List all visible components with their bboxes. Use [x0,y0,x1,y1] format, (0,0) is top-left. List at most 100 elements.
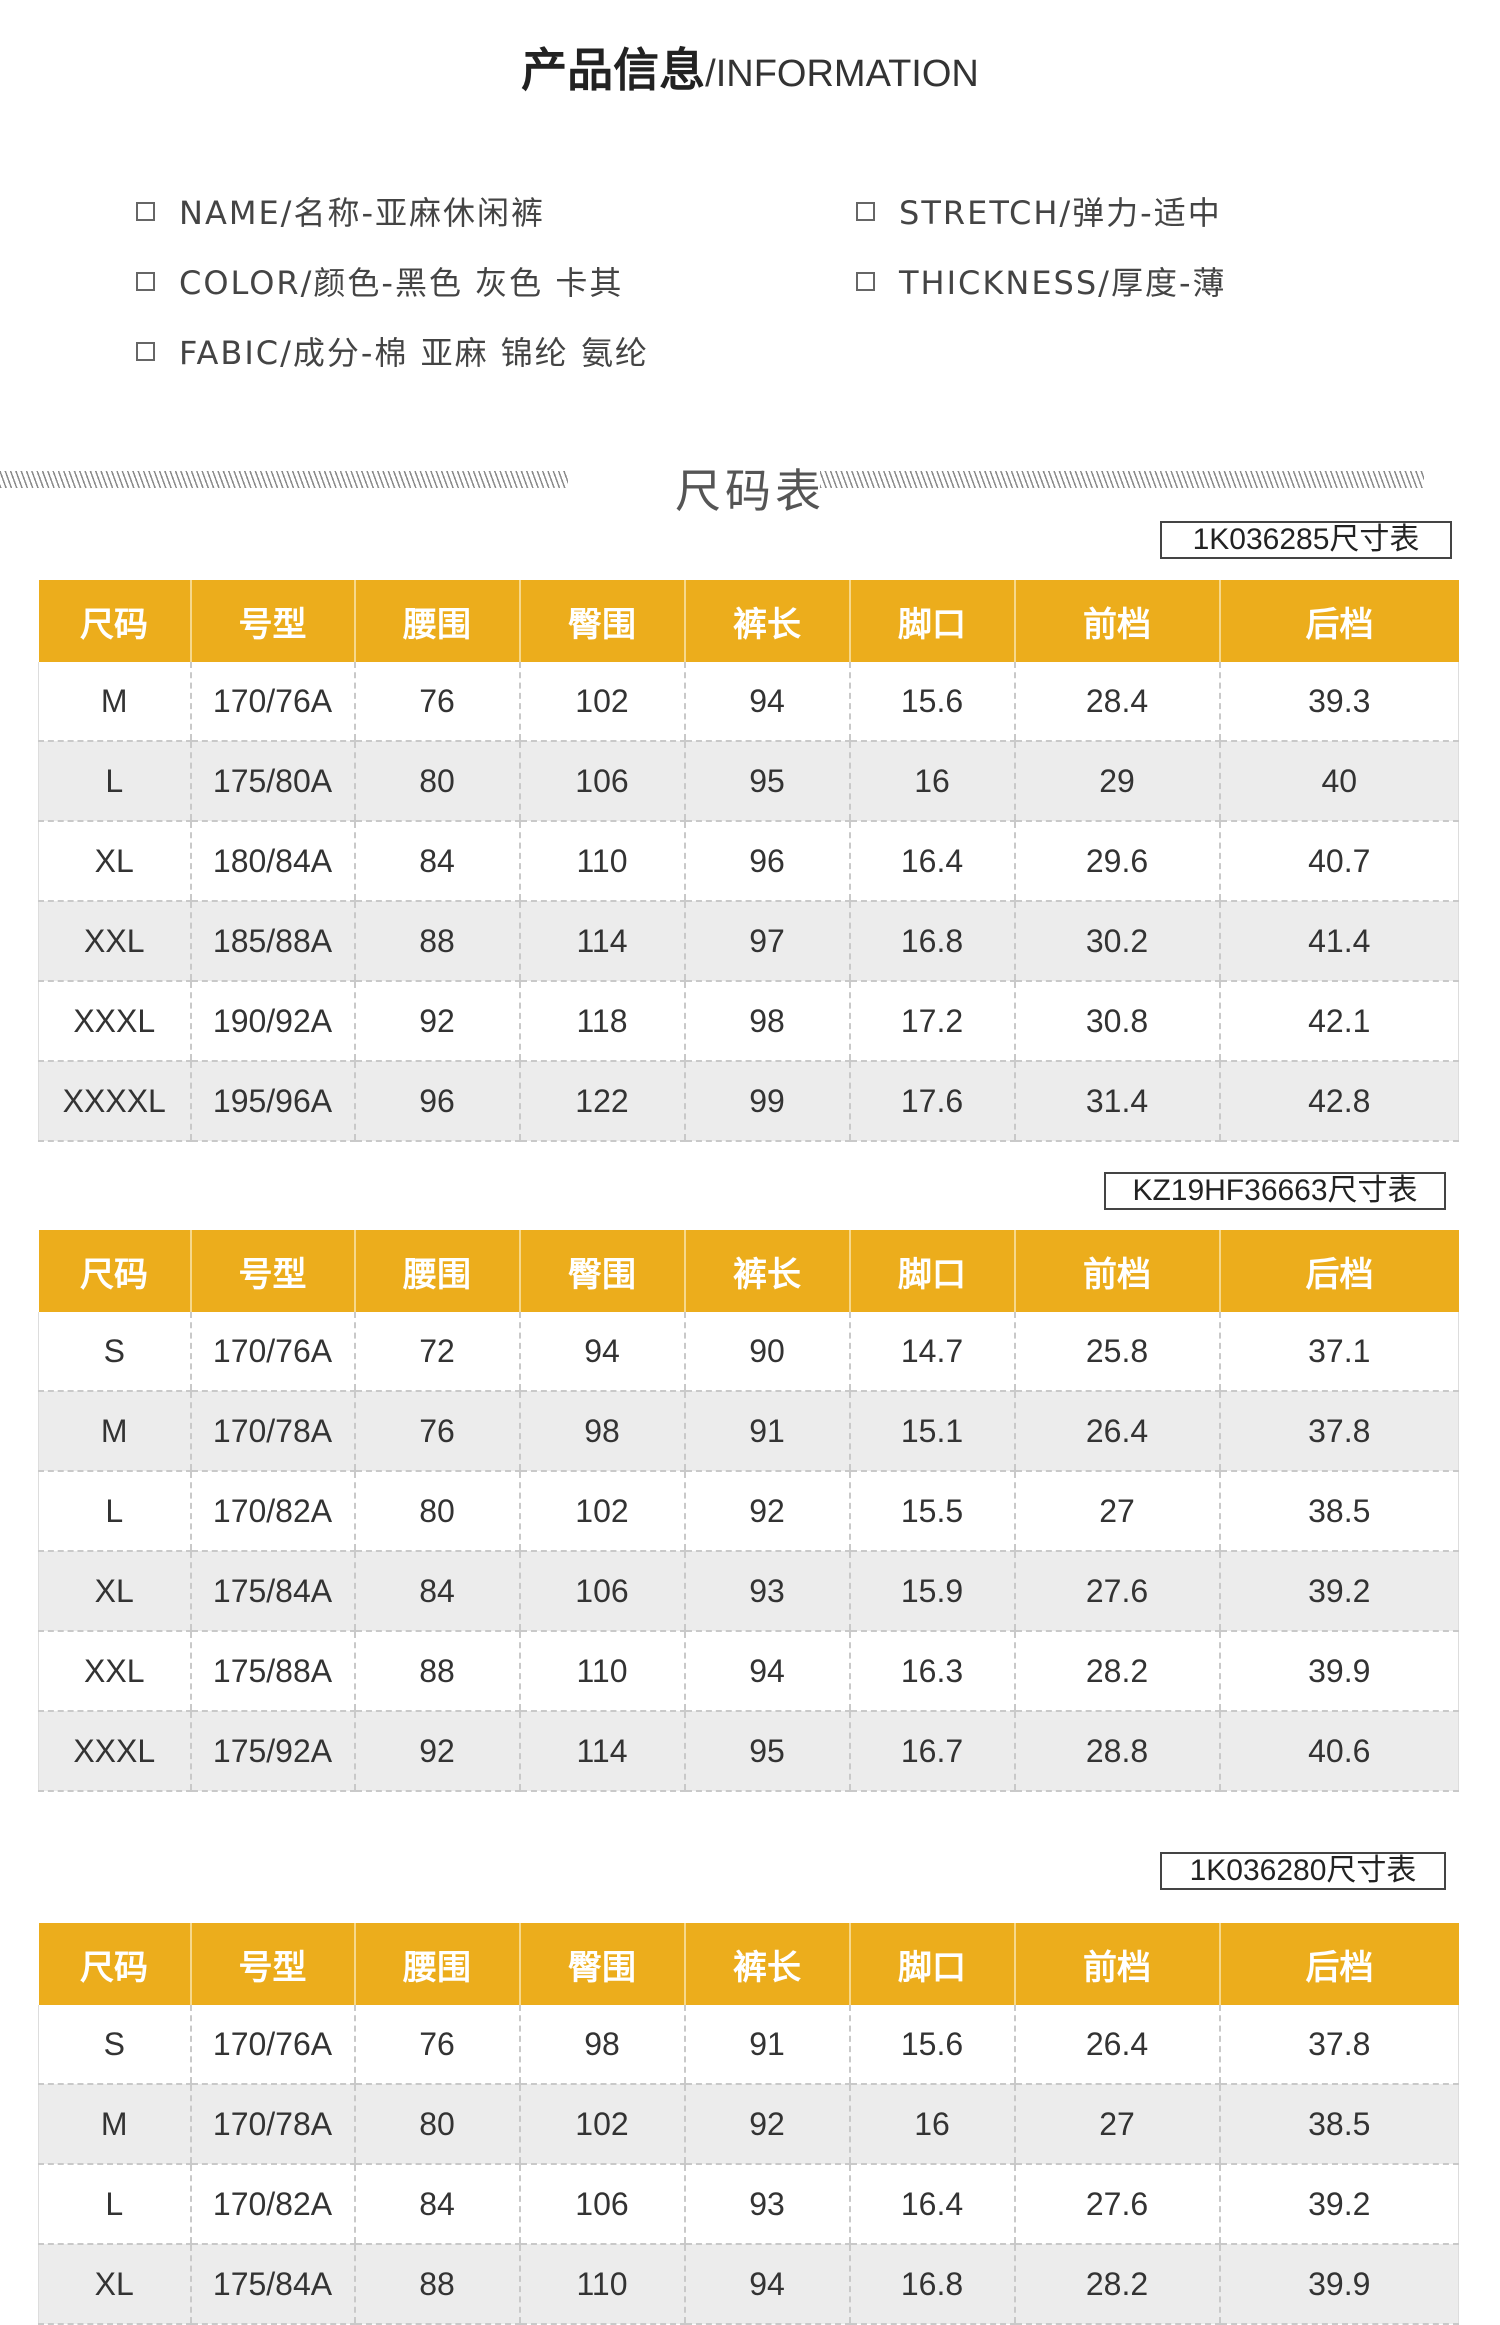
column-header: 前档 [1013,1230,1220,1312]
table-cell: 37.1 [1218,1312,1459,1392]
column-header: 号型 [189,580,355,662]
table-cell: 30.2 [1013,901,1220,982]
table-row: L 170/82A 80 102 92 15.5 27 38.5 [38,1471,1459,1552]
table-cell: 42.1 [1218,981,1459,1062]
table-cell: 114 [518,901,685,982]
table-cell: 88 [353,901,520,982]
table-cell: 76 [353,662,520,742]
table-cell: 16.7 [848,1711,1015,1792]
table-cell: 92 [683,1471,850,1552]
table-cell: 88 [353,1631,520,1712]
table-cell: 39.2 [1218,2164,1459,2245]
table-cell: 122 [518,1061,685,1142]
table-cell: 39.3 [1218,662,1459,742]
column-header: 后档 [1218,1923,1459,2005]
column-header: 臀围 [518,580,685,662]
table-row: XXL 185/88A 88 114 97 16.8 30.2 41.4 [38,901,1459,982]
checkbox-bullet-icon [856,271,875,291]
table-tag-3: 1K036280尺寸表 [1160,1852,1446,1890]
table-cell: 106 [518,2164,685,2245]
table-cell: 38.5 [1218,1471,1459,1552]
column-header: 裤长 [683,1230,850,1312]
column-header: 腰围 [353,580,520,662]
table-cell: 28.2 [1013,2244,1220,2325]
table-cell: XXXXL [38,1061,191,1142]
table-cell: 102 [518,1471,685,1552]
table-cell: 98 [518,2005,685,2085]
checkbox-bullet-icon [136,271,155,291]
table-cell: 170/78A [189,2084,355,2165]
table-row: M 170/76A 76 102 94 15.6 28.4 39.3 [38,662,1459,742]
table-cell: 84 [353,1551,520,1632]
table-cell: 40.6 [1218,1711,1459,1792]
column-header: 裤长 [683,580,850,662]
table-cell: 195/96A [189,1061,355,1142]
table-row: XXXL 190/92A 92 118 98 17.2 30.8 42.1 [38,981,1459,1062]
table-cell: M [38,2084,191,2165]
table-cell: 96 [683,821,850,902]
table-cell: 88 [353,2244,520,2325]
column-header: 脚口 [848,1230,1015,1312]
table-cell: 16.3 [848,1631,1015,1712]
table-cell: 15.6 [848,662,1015,742]
table-cell: 175/88A [189,1631,355,1712]
size-table-1: 尺码 号型 腰围 臀围 裤长 脚口 前档 后档 M 170/76A 76 102 94 15.6 28.4 3… [38,580,1459,1142]
table-cell: 91 [683,2005,850,2085]
table-cell: XL [38,1551,191,1632]
table-cell: 114 [518,1711,685,1792]
table-cell: 99 [683,1061,850,1142]
size-table-2: 尺码 号型 腰围 臀围 裤长 脚口 前档 后档 S 170/76A 72 94 90 14.7 25.8 37… [38,1230,1459,1792]
table-cell: 16.4 [848,821,1015,902]
table-cell: 16.8 [848,901,1015,982]
checkbox-bullet-icon [856,201,875,221]
table-cell: 95 [683,741,850,822]
table-cell: 106 [518,741,685,822]
table-cell: 92 [353,981,520,1062]
table-cell: 16 [848,741,1015,822]
info-color-text: COLOR/颜色-黑色 灰色 卡其 [179,264,624,302]
table-cell: 17.2 [848,981,1015,1062]
column-header: 脚口 [848,580,1015,662]
table-row: L 170/82A 84 106 93 16.4 27.6 39.2 [38,2164,1459,2245]
table-cell: 94 [683,2244,850,2325]
table-cell: 170/82A [189,2164,355,2245]
table-cell: 185/88A [189,901,355,982]
table-cell: L [38,741,191,822]
size-chart-title: 尺码表 [675,464,825,518]
table-row: XL 180/84A 84 110 96 16.4 29.6 40.7 [38,821,1459,902]
table-cell: 94 [683,1631,850,1712]
table-cell: 94 [683,662,850,742]
table-cell: 91 [683,1391,850,1472]
table-cell: M [38,1391,191,1472]
table-cell: 170/76A [189,662,355,742]
table-cell: 180/84A [189,821,355,902]
table-cell: 28.2 [1013,1631,1220,1712]
table-cell: XXXL [38,981,191,1062]
table-cell: 26.4 [1013,2005,1220,2085]
table-cell: 39.2 [1218,1551,1459,1632]
table-cell: 94 [518,1312,685,1392]
column-header: 腰围 [353,1230,520,1312]
table-cell: 28.4 [1013,662,1220,742]
table-cell: 80 [353,1471,520,1552]
column-header: 尺码 [38,580,191,662]
table-cell: 28.8 [1013,1711,1220,1792]
table-cell: 40.7 [1218,821,1459,902]
table-cell: M [38,662,191,742]
table-cell: 29 [1013,741,1220,822]
table-cell: 15.6 [848,2005,1015,2085]
table-cell: 80 [353,2084,520,2165]
title-english: /INFORMATION [705,53,979,95]
table-cell: 16.8 [848,2244,1015,2325]
table-row: XXXXL 195/96A 96 122 99 17.6 31.4 42.8 [38,1061,1459,1142]
table-cell: 72 [353,1312,520,1392]
table-row: XL 175/84A 88 110 94 16.8 28.2 39.9 [38,2244,1459,2325]
table-cell: XXL [38,901,191,982]
info-thickness: THICKNESS/厚度-薄 [856,258,1227,304]
table-cell: 96 [353,1061,520,1142]
checkbox-bullet-icon [136,341,155,361]
table-row: S 170/76A 76 98 91 15.6 26.4 37.8 [38,2005,1459,2085]
table-cell: 31.4 [1013,1061,1220,1142]
table-cell: 17.6 [848,1061,1015,1142]
table-cell: 175/80A [189,741,355,822]
